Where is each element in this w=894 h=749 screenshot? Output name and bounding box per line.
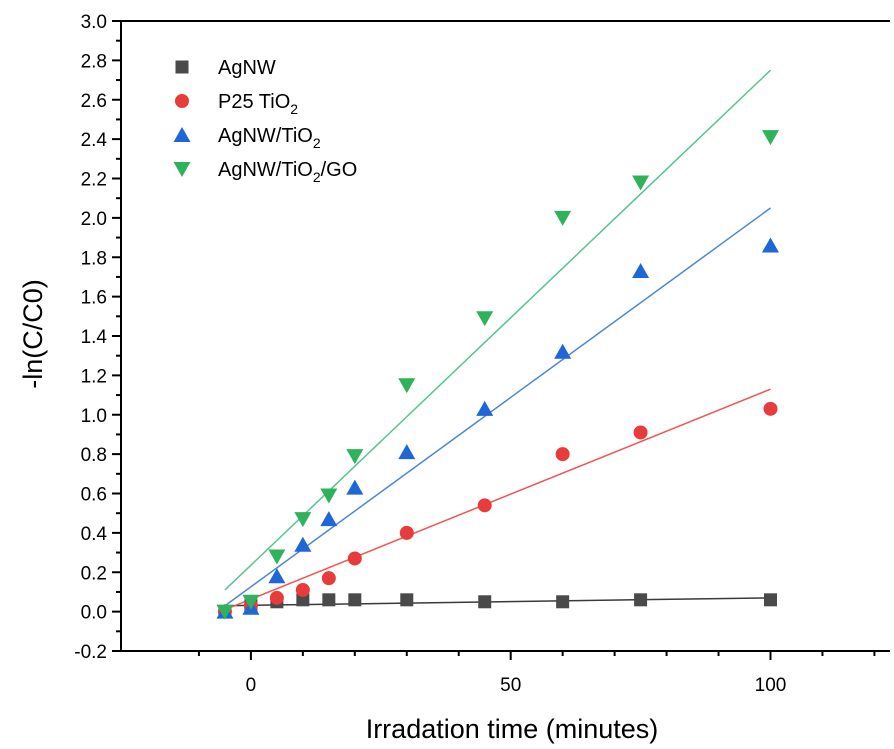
y-tick-label: 1.2 xyxy=(81,366,107,387)
data-point xyxy=(346,449,364,465)
legend-label: AgNW xyxy=(218,57,276,79)
data-point xyxy=(399,525,414,540)
plot-frame xyxy=(120,20,890,652)
y-tick-label: 2.8 xyxy=(81,51,107,72)
legend-label: P25 TiO2 xyxy=(218,91,298,117)
y-axis: -0.2 0.0 0.2 0.4 0.6 0.8 1.0 1.2 1.4 1.6 1.8 2.0 2.2… xyxy=(74,12,121,663)
data-point xyxy=(632,263,650,279)
y-tick-label: 1.6 xyxy=(81,288,107,309)
data-point xyxy=(554,343,572,359)
fit-lines xyxy=(224,69,772,611)
data-point xyxy=(634,593,648,607)
y-tick-label: 0.8 xyxy=(81,445,107,466)
data-point xyxy=(320,488,338,504)
data-point xyxy=(347,551,362,566)
x-axis-title: Irradation time (minutes) xyxy=(366,714,659,744)
data-point xyxy=(763,593,777,607)
y-tick-label: -0.2 xyxy=(74,642,107,663)
legend-marker xyxy=(175,60,189,74)
data-points xyxy=(216,130,779,620)
data-point xyxy=(294,512,312,528)
data-point xyxy=(216,604,234,620)
y-tick-label: 0.2 xyxy=(81,563,107,584)
data-point xyxy=(296,593,310,607)
x-axis: 0 50 100 xyxy=(197,651,876,696)
data-point xyxy=(477,498,492,513)
data-point xyxy=(320,511,338,527)
legend: AgNW P25 TiO2 AgNW/TiO2 AgNW/TiO2/GO xyxy=(173,57,357,185)
data-point xyxy=(398,378,416,394)
data-point xyxy=(400,593,414,607)
data-point xyxy=(346,479,364,495)
data-point xyxy=(476,400,494,416)
fit-line xyxy=(224,207,771,607)
data-point xyxy=(476,311,494,327)
y-tick-label: 0.4 xyxy=(81,524,108,545)
y-tick-label: 3.0 xyxy=(81,12,107,33)
y-tick-label: 2.0 xyxy=(81,209,107,230)
data-point xyxy=(321,571,336,586)
y-tick-label: 0.6 xyxy=(81,485,107,506)
x-tick-label: 100 xyxy=(755,675,787,696)
x-tick-label: 0 xyxy=(246,675,257,696)
data-point xyxy=(322,593,336,607)
x-tick-label: 50 xyxy=(500,675,521,696)
y-tick-label: 2.4 xyxy=(81,130,108,151)
legend-marker xyxy=(173,127,191,142)
data-point xyxy=(295,582,310,597)
legend-marker xyxy=(175,94,189,108)
y-tick-label: 1.0 xyxy=(81,406,107,427)
data-point xyxy=(556,595,570,609)
legend-marker xyxy=(173,162,191,177)
y-tick-label: 1.8 xyxy=(81,248,107,269)
data-point xyxy=(294,536,312,552)
fit-line xyxy=(224,69,772,591)
legend-label: AgNW/TiO2/GO xyxy=(218,159,357,185)
y-axis-title: -ln(C/C0) xyxy=(18,279,48,389)
data-point xyxy=(761,237,779,253)
data-point xyxy=(763,401,778,416)
legend-label: AgNW/TiO2 xyxy=(218,125,321,151)
data-point xyxy=(761,130,779,146)
data-point xyxy=(242,594,260,610)
data-point xyxy=(268,549,286,565)
data-point xyxy=(633,425,648,440)
data-point xyxy=(398,444,416,460)
data-point xyxy=(269,590,284,605)
y-tick-label: 0.0 xyxy=(81,603,107,624)
data-point xyxy=(555,447,570,462)
data-point xyxy=(268,568,286,584)
y-tick-label: 2.6 xyxy=(81,91,107,112)
y-tick-label: 2.2 xyxy=(81,170,107,191)
data-point xyxy=(554,210,572,226)
fit-line xyxy=(224,597,771,607)
data-point xyxy=(478,595,492,609)
y-tick-label: 1.4 xyxy=(81,327,108,348)
data-point xyxy=(632,175,650,191)
fit-line xyxy=(224,388,771,611)
data-point xyxy=(348,593,362,607)
